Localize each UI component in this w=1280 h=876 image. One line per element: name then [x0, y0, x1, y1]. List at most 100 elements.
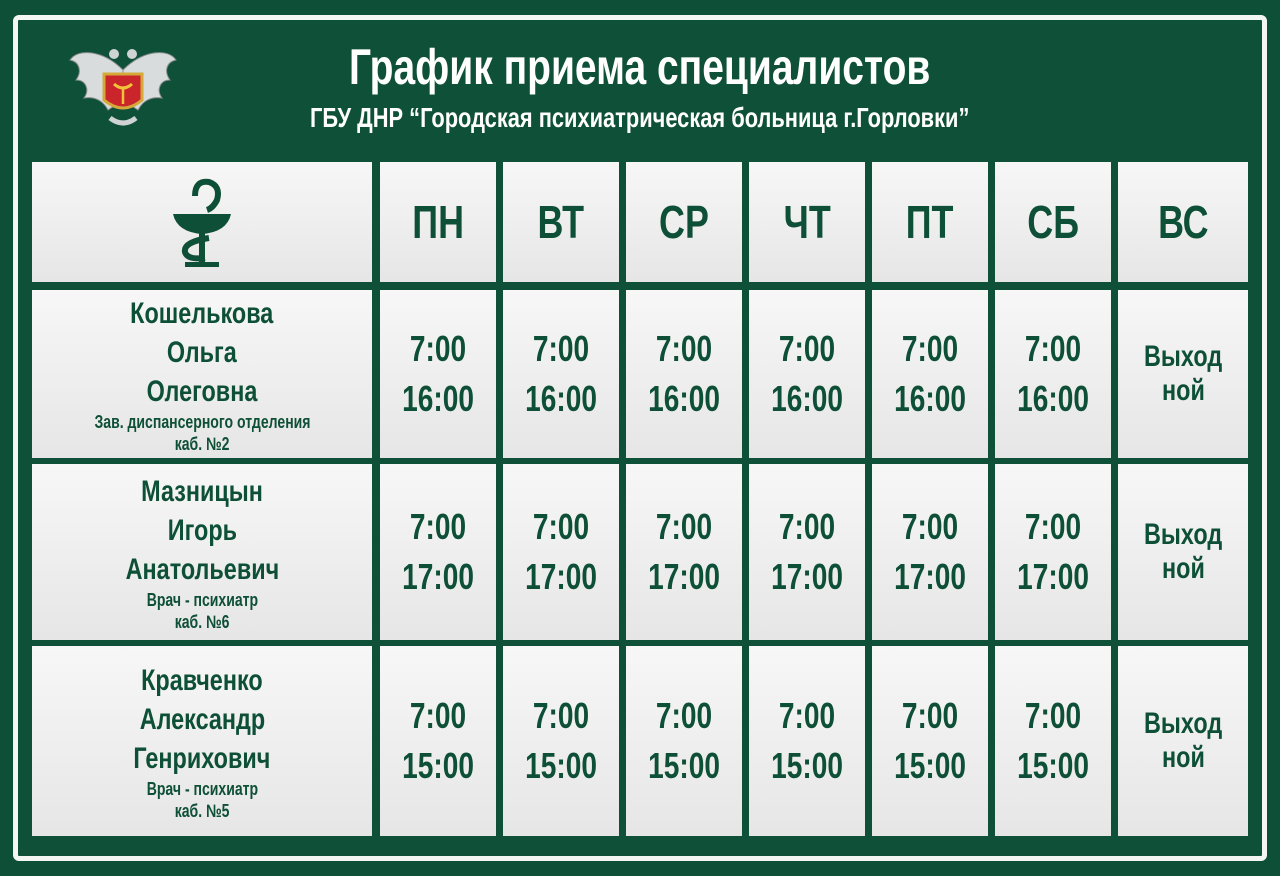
start-time: 7:00: [409, 506, 467, 547]
specialist-first-name: Ольга: [167, 335, 237, 369]
start-time: 7:00: [778, 328, 836, 369]
day-off-label: ной: [1161, 374, 1205, 407]
start-time: 7:00: [1024, 695, 1082, 736]
hours-cell: 7:00 15:00: [380, 646, 496, 836]
end-time: 16:00: [771, 378, 843, 419]
hours-cell: 7:00 15:00: [872, 646, 988, 836]
day-header-cell: ПТ: [872, 162, 988, 282]
day-off-label: ной: [1161, 552, 1205, 585]
end-time: 16:00: [525, 378, 597, 419]
start-time: 7:00: [778, 506, 836, 547]
end-time: 15:00: [402, 745, 474, 786]
specialist-room: каб. №5: [174, 800, 230, 821]
specialist-position: Зав. диспансерного отделения: [93, 411, 311, 432]
specialist-room: каб. №2: [174, 433, 230, 454]
end-time: 16:00: [402, 378, 474, 419]
start-time: 7:00: [532, 328, 590, 369]
day-off-cell: Выход ной: [1118, 290, 1248, 458]
page-subtitle: ГБУ ДНР “Городская психиатрическая больн…: [310, 102, 970, 133]
start-time: 7:00: [901, 695, 959, 736]
day-label: ПН: [412, 196, 464, 248]
hours-cell: 7:00 17:00: [995, 464, 1111, 640]
specialist-surname: Кравченко: [141, 663, 263, 697]
day-header-cell: ВТ: [503, 162, 619, 282]
day-header-cell: ПН: [380, 162, 496, 282]
end-time: 17:00: [1017, 556, 1089, 597]
end-time: 17:00: [648, 556, 720, 597]
start-time: 7:00: [532, 695, 590, 736]
hours-cell: 7:00 16:00: [749, 290, 865, 458]
end-time: 17:00: [894, 556, 966, 597]
specialist-first-name: Игорь: [167, 513, 237, 547]
specialist-position: Врач - психиатр: [146, 589, 258, 610]
page-title: График приема специалистов: [349, 39, 931, 95]
specialist-patronymic: Анатольевич: [125, 552, 279, 586]
day-off-cell: Выход ной: [1118, 464, 1248, 640]
specialist-cell: Кошелькова Ольга Олеговна Зав. диспансерног…: [32, 290, 372, 458]
hours-cell: 7:00 15:00: [503, 646, 619, 836]
specialist-first-name: Александр: [139, 702, 265, 736]
start-time: 7:00: [1024, 506, 1082, 547]
end-time: 16:00: [1017, 378, 1089, 419]
start-time: 7:00: [901, 506, 959, 547]
day-off-label: Выход: [1143, 340, 1223, 373]
corner-cell: [32, 162, 372, 282]
start-time: 7:00: [655, 328, 713, 369]
end-time: 15:00: [1017, 745, 1089, 786]
day-header-cell: СР: [626, 162, 742, 282]
end-time: 17:00: [525, 556, 597, 597]
hours-cell: 7:00 16:00: [626, 290, 742, 458]
hours-cell: 7:00 17:00: [872, 464, 988, 640]
day-off-cell: Выход ной: [1118, 646, 1248, 836]
day-label: СБ: [1027, 196, 1079, 248]
hours-cell: 7:00 16:00: [380, 290, 496, 458]
hours-cell: 7:00 16:00: [995, 290, 1111, 458]
start-time: 7:00: [901, 328, 959, 369]
hours-cell: 7:00 17:00: [749, 464, 865, 640]
end-time: 16:00: [894, 378, 966, 419]
day-off-label: Выход: [1143, 707, 1223, 740]
start-time: 7:00: [409, 695, 467, 736]
hours-cell: 7:00 15:00: [995, 646, 1111, 836]
hours-cell: 7:00 15:00: [626, 646, 742, 836]
specialist-patronymic: Генрихович: [133, 741, 271, 775]
specialist-patronymic: Олеговна: [146, 374, 258, 408]
coat-of-arms-logo: [69, 49, 177, 126]
start-time: 7:00: [532, 506, 590, 547]
specialist-position: Врач - психиатр: [146, 778, 258, 799]
start-time: 7:00: [655, 506, 713, 547]
day-off-label: ной: [1161, 741, 1205, 774]
day-header-cell: ЧТ: [749, 162, 865, 282]
hours-cell: 7:00 16:00: [503, 290, 619, 458]
end-time: 15:00: [771, 745, 843, 786]
specialist-room: каб. №6: [174, 611, 230, 632]
specialist-surname: Кошелькова: [130, 296, 274, 330]
specialist-cell: Кравченко Александр Генрихович Врач - психи…: [32, 646, 372, 836]
specialist-surname: Мазницын: [141, 474, 263, 508]
start-time: 7:00: [1024, 328, 1082, 369]
end-time: 16:00: [648, 378, 720, 419]
day-label: ВТ: [537, 196, 585, 248]
end-time: 17:00: [771, 556, 843, 597]
day-label: СР: [659, 196, 709, 248]
end-time: 15:00: [525, 745, 597, 786]
bowl-of-hygieia-icon: [173, 178, 231, 267]
start-time: 7:00: [409, 328, 467, 369]
day-header-cell: СБ: [995, 162, 1111, 282]
end-time: 17:00: [402, 556, 474, 597]
day-label: ЧТ: [783, 196, 831, 248]
start-time: 7:00: [655, 695, 713, 736]
end-time: 15:00: [648, 745, 720, 786]
day-header-cell: ВС: [1118, 162, 1248, 282]
hours-cell: 7:00 17:00: [626, 464, 742, 640]
hours-cell: 7:00 17:00: [503, 464, 619, 640]
day-label: ВС: [1157, 196, 1209, 248]
day-label: ПТ: [906, 196, 954, 248]
hours-cell: 7:00 16:00: [872, 290, 988, 458]
hours-cell: 7:00 17:00: [380, 464, 496, 640]
specialist-cell: Мазницын Игорь Анатольевич Врач - психиатр к…: [32, 464, 372, 640]
start-time: 7:00: [778, 695, 836, 736]
end-time: 15:00: [894, 745, 966, 786]
day-off-label: Выход: [1143, 518, 1223, 551]
hours-cell: 7:00 15:00: [749, 646, 865, 836]
